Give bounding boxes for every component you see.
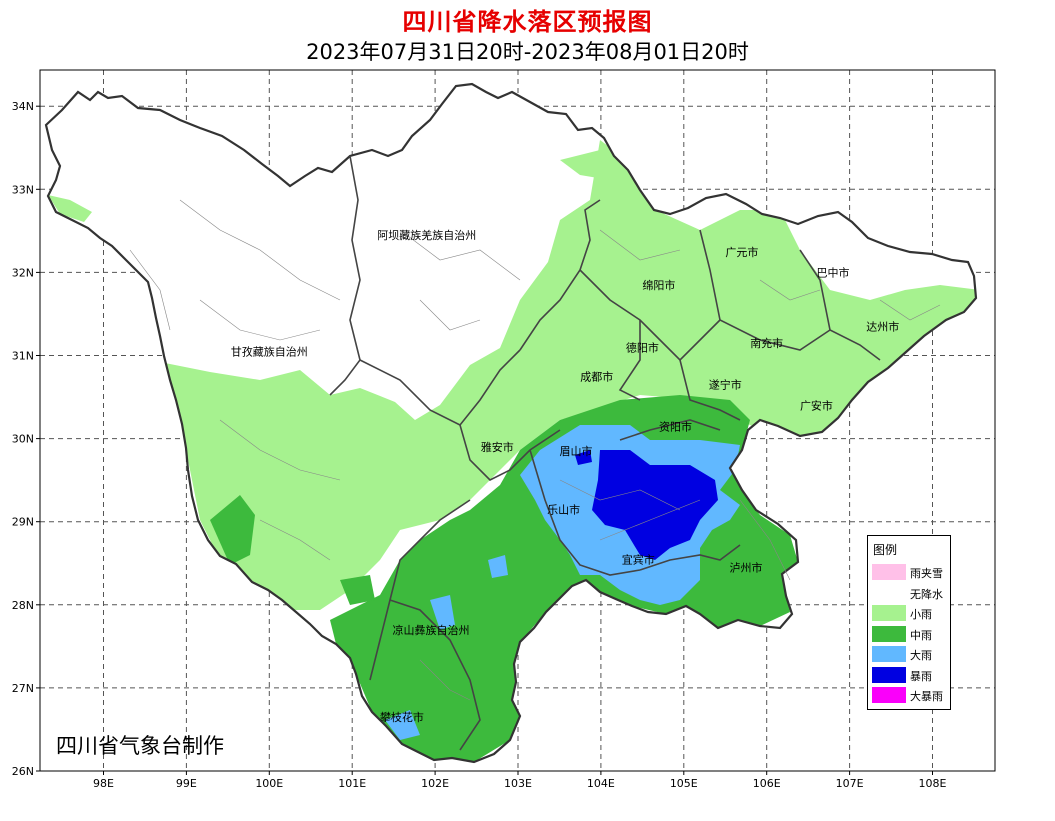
legend: 图例 雨夹雪 无降水 小雨 中雨 大雨 暴雨 大暴雨 [867, 535, 951, 710]
legend-swatch [872, 667, 906, 683]
city-label: 阿坝藏族羌族自治州 [377, 228, 476, 242]
legend-item-no-rain: 无降水 [872, 583, 952, 603]
lat-tick-label: 27N [12, 682, 34, 695]
province-boundary [44, 82, 978, 764]
lon-tick-label: 99E [176, 777, 197, 790]
legend-label: 大雨 [910, 649, 932, 662]
credit-text: 四川省气象台制作 [56, 734, 224, 758]
lon-tick-label: 108E [919, 777, 947, 790]
legend-swatch [872, 626, 906, 642]
city-label: 巴中市 [817, 266, 850, 280]
lon-tick-label: 102E [421, 777, 449, 790]
lat-tick-label: 30N [12, 433, 34, 446]
legend-swatch [872, 646, 906, 662]
legend-title: 图例 [873, 543, 898, 557]
city-label: 广安市 [800, 399, 833, 413]
lon-tick-label: 100E [255, 777, 283, 790]
lat-tick-label: 32N [12, 266, 34, 279]
lon-tick-label: 106E [753, 777, 781, 790]
city-label: 宜宾市 [622, 552, 655, 566]
legend-label: 大暴雨 [910, 690, 943, 703]
latitude-labels: 34N 33N 32N 31N 30N 29N 28N 27N 26N [12, 100, 34, 778]
legend-item-rainstorm: 暴雨 [872, 665, 952, 685]
lon-tick-label: 107E [836, 777, 864, 790]
lon-tick-label: 103E [504, 777, 532, 790]
legend-item-sleet: 雨夹雪 [872, 562, 952, 582]
light-rain-zone [48, 140, 976, 610]
lat-tick-label: 34N [12, 100, 34, 113]
city-label: 眉山市 [560, 444, 593, 458]
lat-tick-label: 31N [12, 350, 34, 363]
legend-swatch [872, 687, 906, 703]
legend-item-heavy-rain: 大雨 [872, 644, 952, 664]
legend-label: 雨夹雪 [910, 567, 943, 580]
lon-tick-label: 105E [670, 777, 698, 790]
legend-swatch [872, 605, 906, 621]
map-subtitle: 2023年07月31日20时-2023年08月01日20时 [306, 40, 749, 64]
lon-tick-label: 98E [93, 777, 114, 790]
city-label: 泸州市 [729, 561, 762, 575]
lat-tick-label: 28N [12, 599, 34, 612]
city-label: 遂宁市 [709, 378, 742, 392]
city-label: 资阳市 [659, 419, 692, 433]
legend-label: 暴雨 [910, 670, 932, 683]
legend-label: 中雨 [910, 629, 932, 642]
axis-ticks [36, 105, 933, 775]
city-label: 南充市 [750, 336, 783, 350]
lon-tick-label: 101E [338, 777, 366, 790]
lat-tick-label: 33N [12, 183, 34, 196]
city-label: 绵阳市 [642, 278, 675, 292]
lat-tick-label: 29N [12, 516, 34, 529]
legend-item-light-rain: 小雨 [872, 603, 952, 623]
city-label: 攀枝花市 [380, 710, 424, 724]
legend-item-moderate-rain: 中雨 [872, 624, 952, 644]
city-label: 广元市 [725, 245, 758, 259]
legend-swatch [872, 564, 906, 580]
city-label: 达州市 [866, 320, 899, 334]
lat-tick-label: 26N [12, 765, 34, 778]
city-label: 乐山市 [547, 502, 580, 516]
longitude-labels: 98E 99E 100E 101E 102E 103E 104E 105E 106E 107E 10… [93, 777, 946, 790]
legend-item-heavy-rainstorm: 大暴雨 [872, 685, 952, 705]
city-label: 雅安市 [481, 440, 514, 454]
rainstorm-zone [575, 450, 718, 560]
legend-label: 无降水 [910, 588, 943, 601]
lon-tick-label: 104E [587, 777, 615, 790]
legend-label: 小雨 [910, 608, 932, 621]
city-label: 凉山彝族自治州 [392, 623, 469, 637]
city-label: 成都市 [580, 369, 613, 383]
city-label: 德阳市 [626, 340, 659, 354]
legend-swatch [872, 585, 906, 601]
map-title: 四川省降水落区预报图 [402, 8, 653, 36]
city-label: 甘孜藏族自治州 [231, 345, 308, 359]
